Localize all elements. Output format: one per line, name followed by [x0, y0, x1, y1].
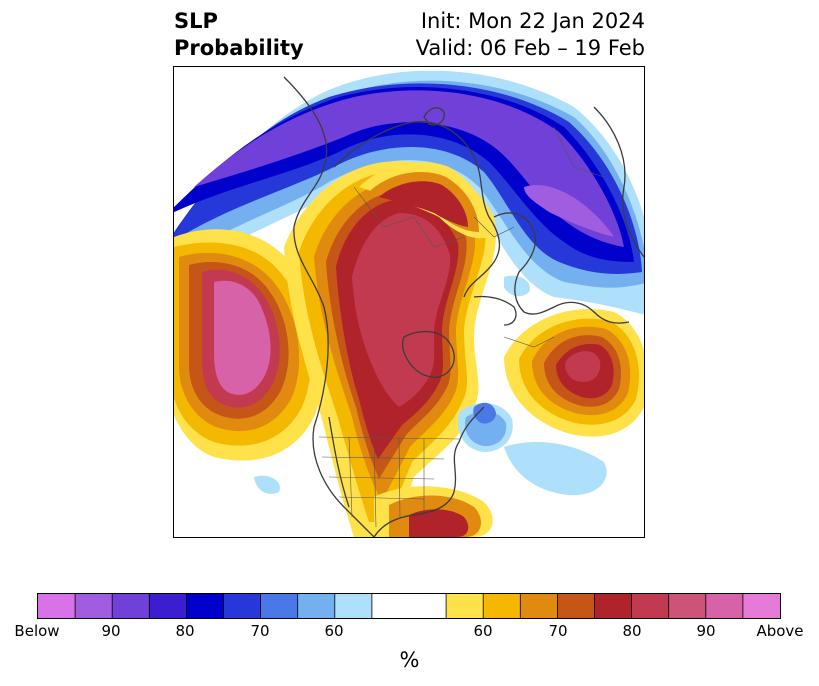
slp-probability-map: [174, 70, 644, 537]
colorbar-swatch: [483, 594, 521, 618]
colorbar-swatch: [75, 594, 113, 618]
title-variable: SLP: [174, 9, 218, 33]
borders: [318, 126, 605, 528]
tick-below-80: 80: [175, 622, 195, 640]
tick-above-90: 90: [696, 622, 716, 640]
tick-above-80: 80: [622, 622, 642, 640]
colorbar-unit: %: [399, 648, 420, 672]
colorbar-swatch: [112, 594, 150, 618]
colorbar-swatch: [446, 594, 484, 618]
coastlines: [283, 76, 644, 537]
colorbar-swatch: [223, 594, 262, 618]
colorbar-swatch: [631, 594, 670, 618]
colorbar-swatch: [371, 594, 447, 618]
colorbar-swatch: [38, 594, 76, 618]
colorbar-swatch: [297, 594, 336, 618]
colorbar-swatch: [334, 594, 373, 618]
title-type: Probability: [174, 36, 304, 60]
colorbar-swatch: [557, 594, 595, 618]
colorbar-tick-labels: Below 90 80 70 60 60 70 80 90 Above: [0, 622, 819, 646]
map-title: SLP Probability: [174, 8, 304, 62]
init-date: Init: Mon 22 Jan 2024: [420, 9, 645, 33]
tick-below-70: 70: [250, 622, 270, 640]
map-panel: [173, 66, 645, 538]
tick-above-70: 70: [548, 622, 568, 640]
valid-range: Valid: 06 Feb – 19 Feb: [415, 36, 645, 60]
tick-above: Above: [756, 622, 804, 640]
mid-atlantic-low-region: [504, 442, 607, 496]
colorbar-swatches: [38, 594, 780, 618]
colorbar-swatch: [594, 594, 633, 618]
colorbar: [37, 593, 781, 619]
colorbar-swatch: [149, 594, 187, 618]
colorbar-swatch: [186, 594, 224, 618]
colorbar-swatch: [260, 594, 299, 618]
colorbar-swatch: [668, 594, 707, 618]
map-dates: Init: Mon 22 Jan 2024 Valid: 06 Feb – 19…: [416, 8, 645, 62]
tick-below-90: 90: [101, 622, 121, 640]
colorbar-swatch: [520, 594, 558, 618]
tick-above-60: 60: [473, 622, 493, 640]
tick-below: Below: [14, 622, 60, 640]
colorbar-swatch: [742, 594, 780, 618]
colorbar-swatch: [705, 594, 744, 618]
tick-below-60: 60: [324, 622, 344, 640]
